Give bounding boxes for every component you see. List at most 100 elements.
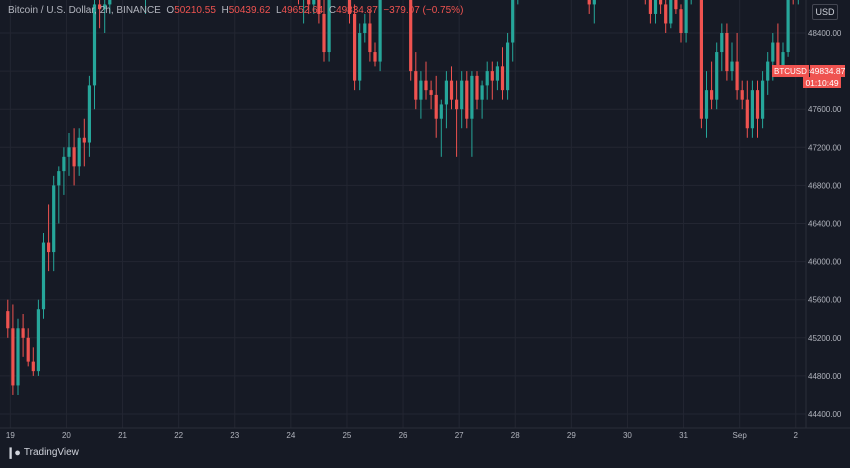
candle-body [322, 13, 326, 53]
candle-body [730, 61, 734, 72]
close-value: 49834.87 [336, 5, 378, 16]
candle [363, 13, 367, 43]
price-tag: BTCUSD 49834.87 01:10:49 [772, 65, 846, 88]
price-tag-price: 49834.87 [809, 65, 846, 77]
candle [740, 80, 744, 110]
time-tick-label: 26 [399, 431, 408, 440]
candle [434, 75, 438, 138]
candle-body [674, 0, 678, 10]
candle-body [664, 4, 668, 24]
currency-button[interactable]: USD [812, 4, 838, 20]
candle-body [704, 90, 709, 119]
candle [517, 0, 519, 5]
candle [674, 0, 678, 14]
candle [500, 47, 505, 100]
time-tick-label: 24 [286, 431, 295, 440]
candle-body [592, 0, 596, 5]
candle [419, 71, 423, 119]
candle [358, 23, 362, 91]
candle [298, 0, 299, 5]
candle-body [72, 147, 76, 167]
candle-body [347, 0, 352, 14]
candle [312, 0, 316, 14]
price-tick-label: 45200.00 [808, 334, 842, 343]
candle [699, 0, 703, 129]
candle [103, 0, 107, 33]
candle-body [725, 33, 729, 72]
candle-body [771, 42, 775, 62]
tradingview-logo-text: TradingView [23, 447, 79, 458]
candle [373, 42, 377, 67]
time-tick-label: Sep [733, 431, 748, 440]
candle-body [108, 0, 112, 5]
candle-body [368, 23, 372, 53]
low-value: 49652.64 [281, 5, 324, 16]
candle-body [506, 42, 510, 91]
high-value: 50439.62 [228, 5, 271, 16]
candle-body [317, 0, 321, 14]
candle [52, 175, 56, 272]
candle-body [786, 0, 790, 53]
candle [82, 118, 86, 167]
time-axis[interactable]: 19 20 21 22 23 24 25 26 27 28 29 30 31 Sep 2 [0, 427, 850, 440]
candle-body [679, 9, 683, 33]
tradingview-logo[interactable]: ❙● TradingView [6, 446, 79, 459]
candle-body [455, 99, 459, 110]
candle [761, 71, 765, 129]
candle-body [460, 80, 464, 110]
candle [730, 42, 734, 81]
candle [735, 33, 739, 100]
high-label: H [221, 5, 229, 16]
price-tick-label: 45600.00 [808, 296, 842, 305]
candle [720, 23, 724, 72]
candle [108, 0, 112, 14]
candle-body [41, 242, 46, 310]
candle-body [92, 4, 97, 86]
bar-countdown: 01:10:49 [803, 77, 841, 88]
candle [317, 0, 321, 24]
candle [353, 4, 357, 91]
price-tick-label: 47600.00 [808, 105, 842, 114]
candle-body [750, 90, 754, 129]
candle-body [781, 52, 785, 67]
candle [766, 52, 770, 95]
candle [378, 0, 382, 72]
candle-body [745, 99, 749, 129]
candle-body [715, 52, 719, 100]
candle-body [6, 311, 10, 329]
candle [11, 304, 15, 395]
candle-body [511, 0, 515, 43]
grid [0, 0, 806, 428]
time-tick-label: 19 [6, 431, 15, 440]
candle [429, 80, 433, 110]
candle-body [82, 137, 86, 143]
candle-body [87, 85, 91, 143]
candle-body [363, 23, 367, 33]
candle [653, 0, 658, 24]
candle-body [419, 80, 423, 100]
price-tick-label: 46000.00 [808, 258, 842, 267]
price-tag-symbol: BTCUSD [772, 65, 809, 77]
candle [690, 0, 692, 5]
candle-body [327, 0, 331, 53]
symbol-title[interactable]: Bitcoin / U.S. Dollar, 2h, BINANCE [8, 5, 161, 16]
candle-body [424, 80, 428, 91]
candle-body [653, 0, 658, 14]
candle-body [414, 71, 418, 100]
candle [424, 61, 428, 100]
candle [669, 0, 673, 29]
candle [41, 233, 46, 319]
price-tick-label: 44800.00 [808, 372, 842, 381]
candle-body [740, 90, 744, 100]
candle [725, 23, 729, 81]
candle [6, 299, 10, 338]
candle [307, 0, 311, 14]
time-tick-label: 21 [118, 431, 127, 440]
open-label: O [166, 5, 175, 16]
change-value: −379.07 (−0.75%) [383, 5, 464, 16]
candle [21, 313, 25, 357]
candle [797, 0, 799, 5]
candle-body [312, 0, 316, 5]
